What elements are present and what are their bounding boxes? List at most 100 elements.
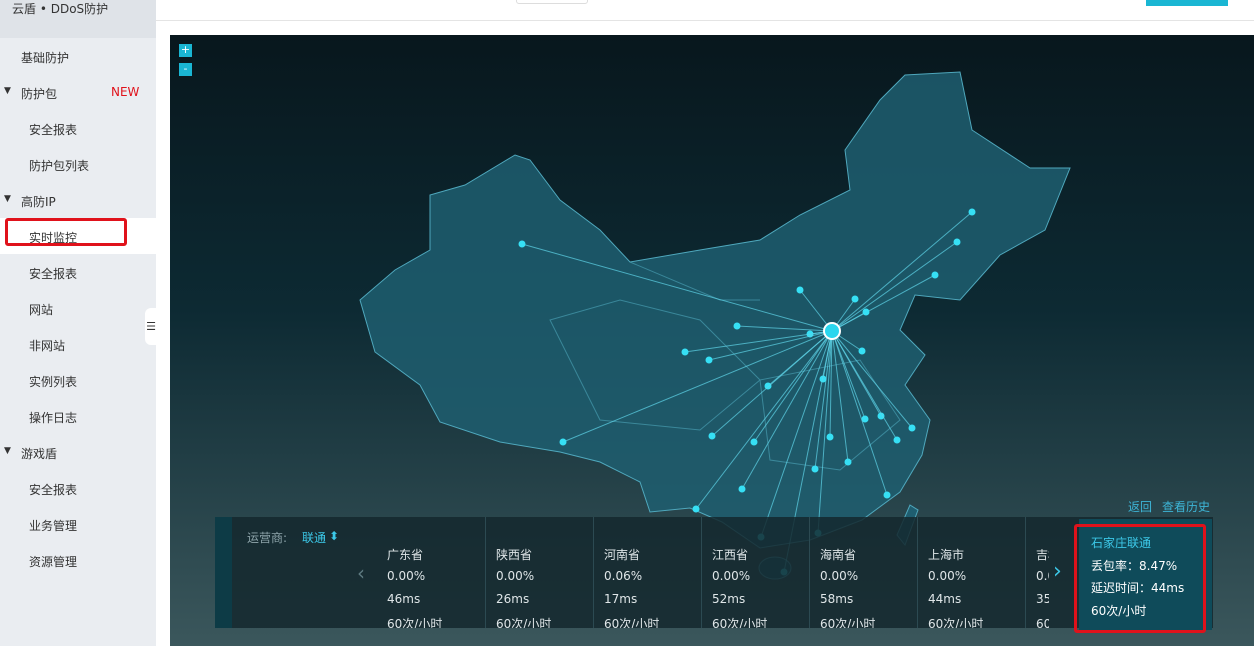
node[interactable] (819, 375, 827, 383)
back-link[interactable]: 返回 (1128, 500, 1153, 514)
caret: ▼ (4, 86, 11, 96)
route-line (814, 330, 833, 470)
route-line (760, 330, 833, 538)
region-loss: 0.00% (928, 569, 967, 583)
stats-panel: 运营商: 联通 ⬍ ‹ 广东省 0.00% 46ms 60次/小时 陕西省 0.00% 26… (215, 517, 1213, 628)
node[interactable] (705, 356, 713, 364)
menu-item-label[interactable]: 实时监控 (29, 231, 78, 245)
node[interactable] (931, 271, 939, 279)
node[interactable] (851, 295, 859, 303)
menu-group[interactable]: ▼ 高防IP (0, 182, 156, 218)
menu-group[interactable]: 基础防护 (0, 38, 156, 74)
node[interactable] (733, 322, 741, 330)
node[interactable] (883, 491, 891, 499)
collapse-handle[interactable]: ☰ (145, 308, 157, 345)
top-tab[interactable] (516, 0, 588, 4)
region-latency: 46ms (387, 592, 421, 606)
node[interactable] (826, 433, 834, 441)
menu-group[interactable]: ▼ 游戏盾 (0, 434, 156, 470)
node[interactable] (861, 415, 869, 423)
menu-item[interactable]: 安全报表 (0, 254, 156, 290)
menu-item[interactable]: 实例列表 (0, 362, 156, 398)
highlight-box (1074, 524, 1206, 633)
region-freq: 60次/小时 (928, 617, 984, 628)
node[interactable] (908, 424, 916, 432)
node[interactable] (559, 438, 567, 446)
node[interactable] (953, 238, 961, 246)
node[interactable] (968, 208, 976, 216)
detail-card: 石家庄联通 丢包率：8.47% 延迟时间：44ms 60次/小时 (1079, 519, 1212, 630)
menu-item[interactable]: 资源管理 (0, 542, 156, 578)
prev-arrow[interactable]: ‹ (357, 561, 365, 585)
menu-item-label[interactable]: 实例列表 (29, 375, 78, 389)
node[interactable] (518, 240, 526, 248)
node[interactable] (858, 347, 866, 355)
menu-item[interactable]: 安全报表 (0, 110, 156, 146)
route-line (831, 330, 888, 496)
node[interactable] (692, 505, 700, 513)
menu-item[interactable]: 操作日志 (0, 398, 156, 434)
sort-icon: ⬍ (329, 529, 340, 543)
route-line (831, 211, 973, 332)
menu-item[interactable]: 业务管理 (0, 506, 156, 542)
node[interactable] (764, 382, 772, 390)
menu-item-label[interactable]: 安全报表 (29, 123, 78, 137)
panel-strip[interactable] (215, 517, 232, 628)
history-link[interactable]: 查看历史 (1162, 500, 1211, 514)
region-latency: 52ms (712, 592, 746, 606)
menu-group-label[interactable]: 高防IP (21, 195, 56, 209)
node[interactable] (893, 436, 901, 444)
zoom-out[interactable]: - (179, 63, 192, 76)
next-arrow[interactable]: › (1053, 559, 1062, 584)
zoom-in[interactable]: + (179, 43, 192, 57)
menu-item-label[interactable]: 安全报表 (29, 267, 78, 281)
menu-group[interactable]: ▼ 防护包 NEW (0, 74, 156, 110)
region-column: 陕西省 0.00% 26ms 60次/小时 (485, 517, 594, 628)
region-loss: 0.00% (712, 569, 751, 583)
map-canvas (359, 71, 1071, 580)
sidebar-title: 云盾 • DDoS防护 (12, 2, 109, 16)
menu-item[interactable]: 实时监控 (0, 218, 156, 254)
route-line (562, 330, 833, 443)
region-region: 陕西省 (496, 548, 533, 562)
node[interactable] (811, 465, 819, 473)
operator-select[interactable]: 联通 (302, 531, 327, 545)
sidebar: 云盾 • DDoS防护 ☰ 基础防护 ▼ 防护包 NEW 安全报表 防护包列表 ▼ 高防IP 实… (0, 0, 157, 646)
menu-item-label[interactable]: 防护包列表 (29, 159, 90, 173)
region-freq: 60次/小时 (496, 617, 552, 628)
node[interactable] (796, 286, 804, 294)
menu-group-label[interactable]: 游戏盾 (21, 447, 58, 461)
node[interactable] (750, 438, 758, 446)
center-node[interactable] (823, 322, 841, 340)
region-loss: 0.06% (604, 569, 643, 583)
route-line (736, 325, 833, 332)
menu-item[interactable]: 防护包列表 (0, 146, 156, 182)
route-line (695, 330, 833, 510)
node[interactable] (681, 348, 689, 356)
menu-item[interactable]: 安全报表 (0, 470, 156, 506)
region-region: 广东省 (387, 548, 424, 562)
detail-loss: 丢包率：8.47% (1091, 559, 1178, 573)
menu-item-label[interactable]: 非网站 (29, 339, 66, 353)
route-line (831, 330, 913, 429)
menu-item-label[interactable]: 安全报表 (29, 483, 78, 497)
menu-item[interactable]: 非网站 (0, 326, 156, 362)
menu-item-label[interactable]: 网站 (29, 303, 54, 317)
node[interactable] (877, 412, 885, 420)
node[interactable] (844, 458, 852, 466)
top-button[interactable] (1146, 0, 1228, 6)
menu-item-label[interactable]: 业务管理 (29, 519, 78, 533)
region-freq: 60次/小时 (387, 617, 443, 628)
menu-group-label[interactable]: 基础防护 (21, 51, 70, 65)
region-column: 江西省 0.00% 52ms 60次/小时 (701, 517, 810, 628)
node[interactable] (862, 308, 870, 316)
route-line (741, 330, 833, 490)
menu-item-label[interactable]: 操作日志 (29, 411, 78, 425)
node[interactable] (738, 485, 746, 493)
menu-item[interactable]: 网站 (0, 290, 156, 326)
node[interactable] (708, 432, 716, 440)
region-loss: 0.00% (387, 569, 426, 583)
menu-group-label[interactable]: 防护包 (21, 87, 58, 101)
menu-item-label[interactable]: 资源管理 (29, 555, 78, 569)
